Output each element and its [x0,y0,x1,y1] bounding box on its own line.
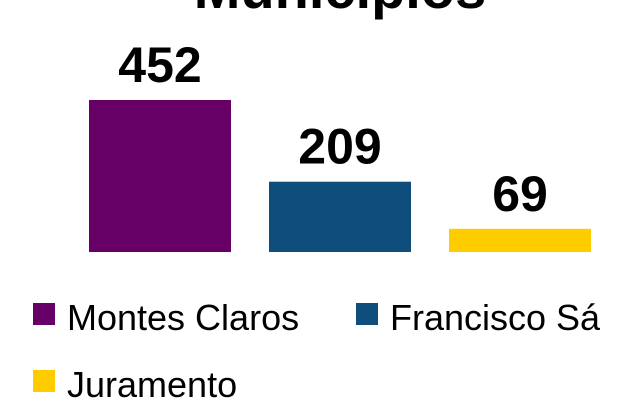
bar [269,181,411,252]
legend-swatch [356,303,378,325]
chart-title: Municípios [194,0,486,20]
legend-label: Juramento [67,364,237,402]
bar [449,228,591,252]
legend-swatch [33,370,55,392]
data-label: 209 [298,119,381,175]
bar [89,100,231,252]
data-label: 452 [118,37,201,93]
legend-label: Montes Claros [67,297,299,338]
data-label: 69 [492,166,548,222]
legend-swatch [33,303,55,325]
legend-label: Francisco Sá [390,297,601,338]
